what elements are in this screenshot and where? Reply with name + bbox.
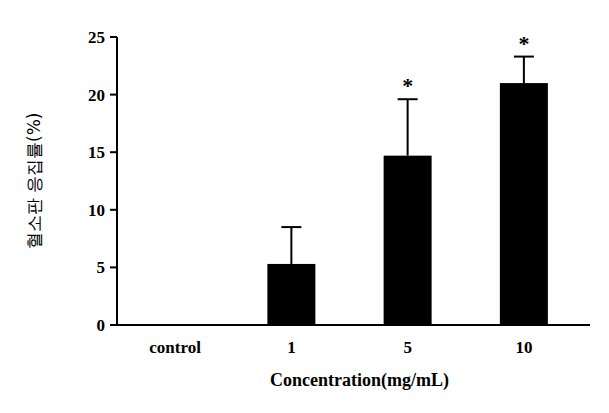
bars	[165, 57, 548, 325]
error-stem	[407, 99, 409, 155]
y-axis-label: 혈소판 응집률(%)	[24, 113, 44, 250]
y-tick-label: 20	[88, 86, 105, 105]
y-tick-label: 10	[88, 201, 105, 220]
y-tick-label: 0	[97, 316, 106, 335]
bar	[500, 83, 548, 325]
error-bar	[281, 227, 301, 264]
y-tick	[110, 209, 117, 211]
chart-container: 0510152025**control1510Concentration(mg/…	[0, 0, 609, 413]
x-axis	[116, 324, 590, 326]
error-bar	[514, 57, 534, 83]
error-cap	[514, 56, 534, 58]
chart-svg: 0510152025**control1510Concentration(mg/…	[0, 0, 609, 413]
y-tick-label: 25	[88, 28, 105, 47]
x-tick-label: 10	[515, 338, 532, 357]
error-stem	[523, 57, 525, 83]
significance-mark: *	[518, 31, 529, 56]
y-tick	[110, 151, 117, 153]
error-bar	[398, 99, 418, 155]
significance-mark: *	[402, 73, 413, 98]
x-axis-label: Concentration(mg/mL)	[270, 370, 449, 391]
y-tick	[110, 94, 117, 96]
x-tick-label: 5	[403, 338, 412, 357]
bar	[384, 156, 432, 325]
error-cap	[281, 226, 301, 228]
x-tick-label: 1	[287, 338, 296, 357]
error-cap	[398, 98, 418, 100]
error-stem	[290, 227, 292, 264]
y-tick	[110, 36, 117, 38]
y-tick	[110, 324, 117, 326]
y-tick-label: 15	[88, 143, 105, 162]
x-tick-label: control	[149, 338, 201, 357]
bar	[267, 264, 315, 325]
y-tick	[110, 266, 117, 268]
y-tick-label: 5	[97, 258, 106, 277]
y-axis	[116, 37, 118, 326]
